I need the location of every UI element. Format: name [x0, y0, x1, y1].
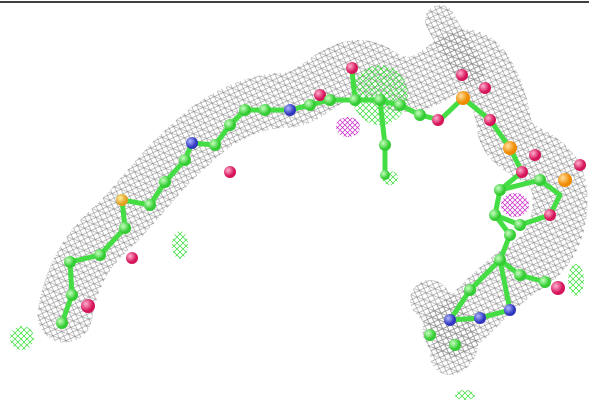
density-mesh — [37, 5, 588, 375]
atoms — [56, 62, 586, 351]
